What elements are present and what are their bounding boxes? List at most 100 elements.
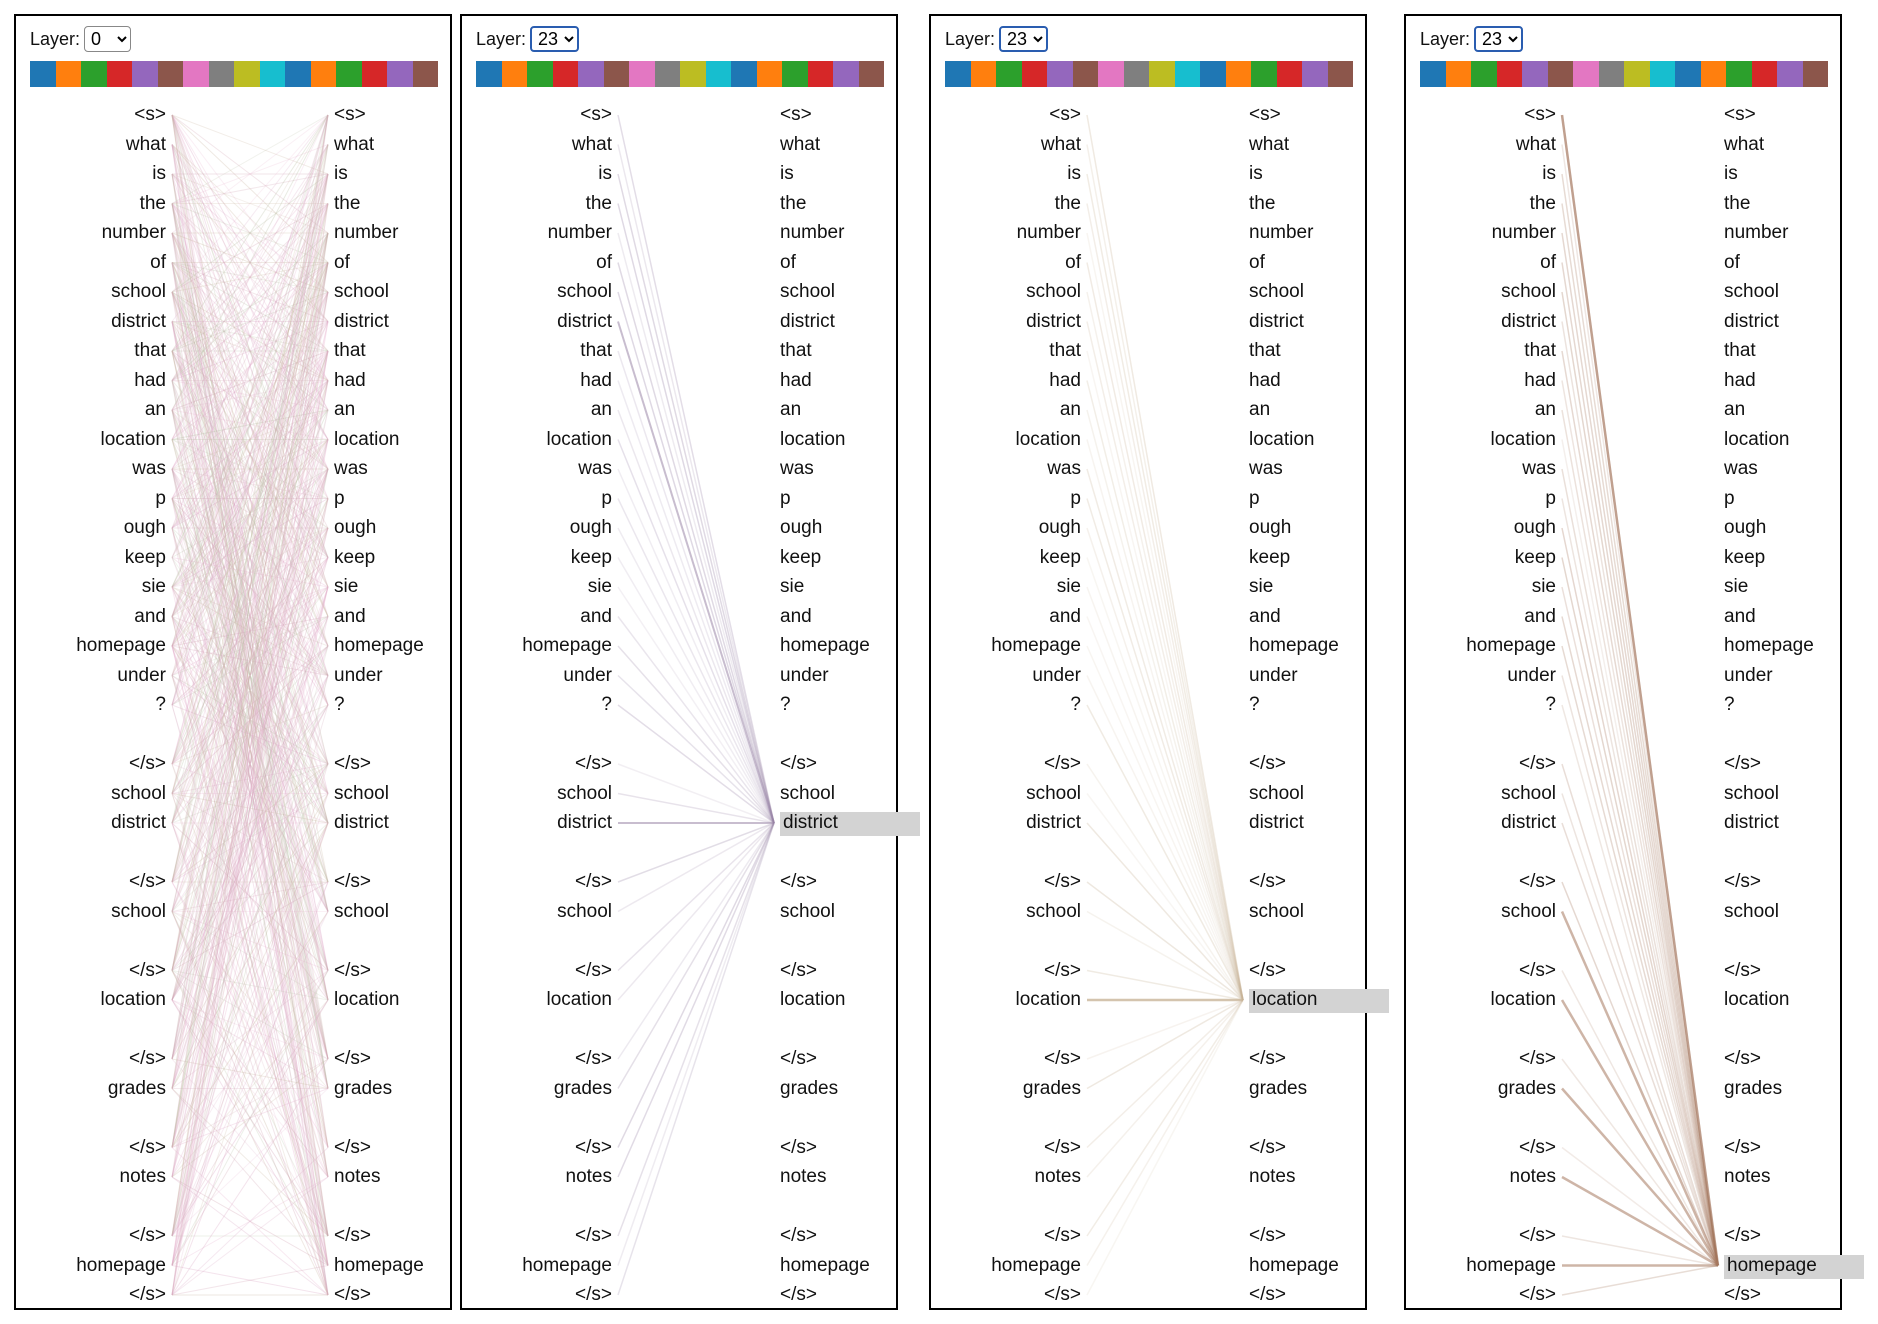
target-token[interactable]: sie [1724,576,1749,597]
target-token[interactable]: district [1724,812,1779,833]
target-token[interactable]: </s> [1249,959,1286,981]
target-token[interactable]: district [780,310,835,332]
source-token[interactable]: location [546,428,613,450]
attention-head-swatch[interactable] [654,61,680,87]
attention-head-swatch[interactable] [387,61,413,87]
source-token[interactable]: of [1065,251,1081,273]
selected-target-token[interactable]: location [1249,989,1389,1013]
target-token[interactable]: </s> [780,753,817,774]
source-token[interactable]: </s> [575,753,612,774]
source-token[interactable]: </s> [1044,1048,1081,1069]
layer-select[interactable]: 023 [530,26,580,52]
source-token[interactable]: school [1501,281,1556,302]
source-token[interactable]: school [1501,782,1556,804]
target-token[interactable]: ough [1249,517,1292,538]
attention-head-swatch[interactable] [1471,61,1497,87]
source-token[interactable]: <s> [1049,104,1081,125]
target-token[interactable]: keep [1724,546,1766,568]
attention-head-swatch[interactable] [603,61,629,87]
target-token[interactable]: </s> [334,1284,371,1305]
source-token[interactable]: under [1032,664,1081,686]
target-token[interactable]: </s> [1724,753,1761,774]
target-token[interactable]: location [334,989,400,1010]
target-token[interactable]: keep [334,546,376,568]
source-token[interactable]: location [1490,989,1557,1010]
target-token[interactable]: district [1249,812,1304,833]
target-token[interactable]: had [1724,369,1756,391]
source-token[interactable]: notes [1034,1166,1081,1187]
target-token[interactable]: <s> [334,104,366,125]
source-token[interactable]: that [1049,340,1081,361]
target-token[interactable]: under [780,664,829,686]
source-token[interactable]: district [557,310,612,332]
source-token[interactable]: an [1534,399,1556,420]
source-token[interactable]: homepage [522,635,612,656]
attention-head-swatch[interactable] [945,61,971,87]
target-token[interactable]: sie [1249,576,1274,597]
source-token[interactable]: <s> [580,104,612,125]
source-token[interactable]: school [111,782,166,804]
source-token[interactable]: an [590,399,612,420]
source-token[interactable]: </s> [1519,871,1556,892]
source-token[interactable]: number [1016,222,1081,243]
target-token[interactable]: </s> [780,1225,817,1246]
source-token[interactable]: under [117,664,166,686]
target-token[interactable]: had [334,369,366,391]
attention-head-swatch[interactable] [412,61,438,87]
attention-head-swatch[interactable] [1675,61,1701,87]
source-token[interactable]: homepage [76,1254,166,1276]
attention-head-swatch[interactable] [1302,61,1328,87]
attention-head-swatch[interactable] [1123,61,1149,87]
target-token[interactable]: p [1724,487,1735,509]
source-token[interactable]: was [1522,458,1556,479]
attention-head-swatch[interactable] [1649,61,1675,87]
target-token[interactable]: location [1249,428,1315,450]
attention-head-swatch[interactable] [476,61,502,87]
source-token[interactable]: had [1049,369,1081,391]
target-token[interactable]: location [780,989,846,1010]
source-token[interactable]: district [111,812,166,833]
source-token[interactable]: homepage [522,1254,612,1276]
target-token[interactable]: grades [780,1077,839,1099]
attention-head-swatch[interactable] [970,61,996,87]
source-token[interactable]: what [571,133,612,155]
target-token[interactable]: school [1724,281,1779,302]
source-token[interactable]: </s> [575,1225,612,1246]
target-token[interactable]: </s> [1249,1225,1286,1246]
source-token[interactable]: had [1524,369,1556,391]
target-token[interactable]: p [334,487,345,509]
target-token[interactable]: </s> [334,753,371,774]
target-token[interactable]: the [1724,192,1751,214]
attention-head-swatch[interactable] [578,61,604,87]
source-token[interactable]: had [580,369,612,391]
attention-head-swatch[interactable] [501,61,527,87]
target-token[interactable]: had [780,369,812,391]
attention-head-swatch[interactable] [285,61,311,87]
target-token[interactable]: district [1724,310,1779,332]
source-token[interactable]: an [144,399,166,420]
source-token[interactable]: <s> [1524,104,1556,125]
source-token[interactable]: under [563,664,612,686]
target-token[interactable]: location [1724,989,1790,1010]
target-token[interactable]: ? [334,694,345,715]
attention-head-swatch[interactable] [1021,61,1047,87]
target-token[interactable]: is [334,163,348,184]
target-token[interactable]: had [1249,369,1281,391]
attention-head-swatch[interactable] [1598,61,1624,87]
attention-head-swatch[interactable] [1420,61,1446,87]
source-token[interactable]: that [134,340,166,361]
attention-head-swatch[interactable] [705,61,731,87]
target-token[interactable]: what [780,133,821,155]
source-token[interactable]: </s> [575,959,612,981]
target-token[interactable]: is [780,163,794,184]
source-token[interactable]: under [1507,664,1556,686]
source-token[interactable]: district [111,310,166,332]
source-token[interactable]: school [111,900,166,922]
source-token[interactable]: p [601,487,612,509]
source-token[interactable]: number [1491,222,1556,243]
target-token[interactable]: the [1249,192,1276,214]
source-token[interactable]: </s> [129,871,166,892]
attention-head-swatch[interactable] [1777,61,1803,87]
source-token[interactable]: </s> [129,1136,166,1158]
source-token[interactable]: </s> [1519,1048,1556,1069]
